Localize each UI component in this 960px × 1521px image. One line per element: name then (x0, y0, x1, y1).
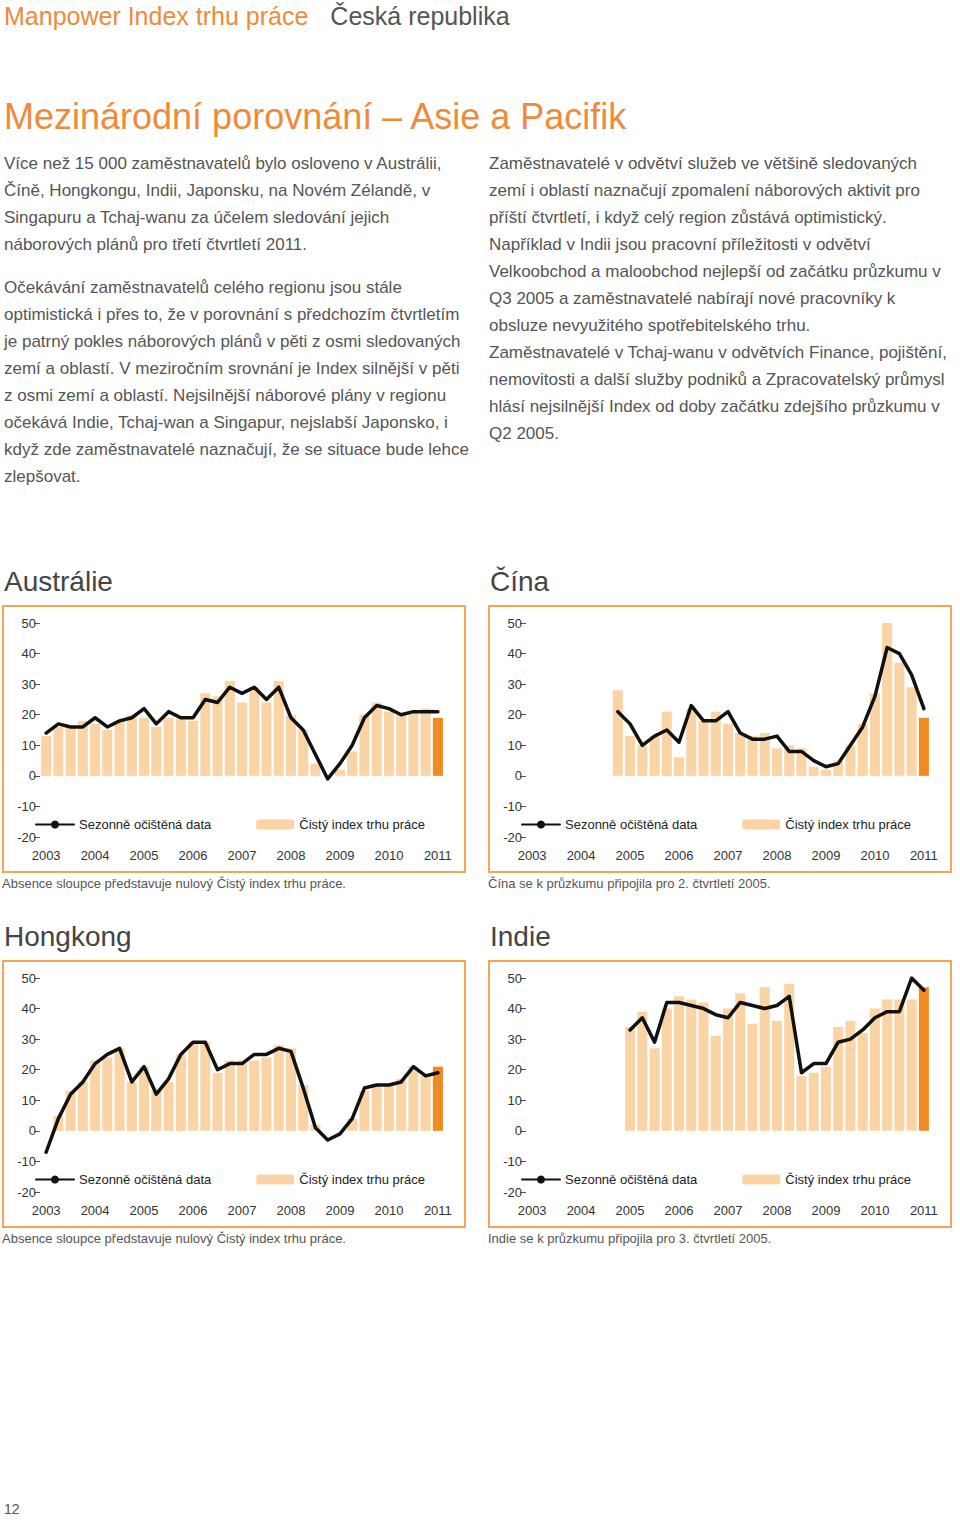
svg-text:-20: -20 (503, 830, 522, 845)
html-text:Indie se k průzkumu připojila: Indie se k průzkumu připojila pro 3. čtv… (488, 1231, 772, 1246)
svg-text:0: 0 (515, 768, 522, 783)
svg-text:-20: -20 (503, 1185, 522, 1200)
svg-text:2008: 2008 (277, 1203, 306, 1218)
html-text:Absence sloupce představuje nu: Absence sloupce představuje nulový Čistý… (2, 876, 346, 891)
html-text:Čína se k průzkumu připojila p: Čína se k průzkumu připojila pro 2. čtvr… (488, 876, 771, 891)
svg-text:Sezonně očištěná data: Sezonně očištěná data (79, 817, 212, 832)
svg-text:2007: 2007 (714, 848, 743, 863)
html-text:Čína: Čína (490, 566, 550, 597)
svg-text:50: 50 (508, 971, 522, 986)
svg-text:2009: 2009 (811, 1203, 840, 1218)
svg-text:Sezonně očištěná data: Sezonně očištěná data (79, 1172, 212, 1187)
svg-text:20: 20 (22, 1062, 36, 1077)
svg-text:2011: 2011 (424, 1203, 452, 1218)
svg-text:2008: 2008 (763, 1203, 792, 1218)
svg-text:50: 50 (508, 616, 522, 631)
html-text:Manpower Index trhu práce: Manpower Index trhu práce (4, 2, 309, 30)
svg-text:Čistý index trhu práce: Čistý index trhu práce (299, 1172, 425, 1187)
svg-text:Čistý index trhu práce: Čistý index trhu práce (299, 817, 425, 832)
svg-text:10: 10 (508, 738, 522, 753)
svg-text:2006: 2006 (179, 1203, 208, 1218)
svg-text:10: 10 (508, 1093, 522, 1108)
svg-text:0: 0 (29, 1123, 36, 1138)
svg-text:2010: 2010 (860, 848, 889, 863)
svg-text:0: 0 (515, 1123, 522, 1138)
svg-text:2007: 2007 (228, 848, 257, 863)
svg-text:20: 20 (508, 707, 522, 722)
svg-text:2011: 2011 (910, 1203, 938, 1218)
svg-text:40: 40 (508, 646, 522, 661)
svg-text:10: 10 (22, 738, 36, 753)
svg-text:2005: 2005 (130, 848, 159, 863)
svg-text:2011: 2011 (424, 848, 452, 863)
svg-text:-20: -20 (17, 830, 36, 845)
html-text:Česká republika: Česká republika (330, 2, 510, 30)
svg-text:Čistý index trhu práce: Čistý index trhu práce (785, 1172, 911, 1187)
svg-text:Sezonně očištěná data: Sezonně očištěná data (565, 1172, 698, 1187)
svg-text:-10: -10 (17, 1154, 36, 1169)
svg-text:20: 20 (508, 1062, 522, 1077)
svg-text:30: 30 (22, 1032, 36, 1047)
svg-text:30: 30 (508, 1032, 522, 1047)
svg-text:2003: 2003 (518, 1203, 547, 1218)
html-text:Více než 15 000 zaměstnavatelů: Více než 15 000 zaměstnavatelů bylo oslo… (4, 154, 442, 254)
svg-text:2005: 2005 (616, 1203, 645, 1218)
svg-text:2006: 2006 (665, 848, 694, 863)
svg-text:40: 40 (22, 1001, 36, 1016)
html-text:Zaměstnavatelé v odvětví služe: Zaměstnavatelé v odvětví služeb ve větši… (489, 154, 920, 227)
svg-text:-10: -10 (503, 799, 522, 814)
svg-text:-10: -10 (17, 799, 36, 814)
svg-text:30: 30 (22, 677, 36, 692)
svg-text:50: 50 (22, 616, 36, 631)
svg-text:20: 20 (22, 707, 36, 722)
svg-text:Čistý index trhu práce: Čistý index trhu práce (785, 817, 911, 832)
html-text:Očekávání zaměstnavatelů celéh: Očekávání zaměstnavatelů celého regionu … (4, 278, 469, 486)
svg-text:2007: 2007 (228, 1203, 257, 1218)
svg-text:30: 30 (508, 677, 522, 692)
html-text:Absence sloupce představuje nu: Absence sloupce představuje nulový Čistý… (2, 1231, 346, 1246)
svg-text:2010: 2010 (374, 1203, 403, 1218)
svg-text:40: 40 (22, 646, 36, 661)
svg-text:-10: -10 (503, 1154, 522, 1169)
svg-text:2004: 2004 (567, 848, 596, 863)
html-text:Mezinárodní porovnání – Asie a: Mezinárodní porovnání – Asie a Pacifik (4, 96, 627, 137)
svg-text:50: 50 (22, 971, 36, 986)
svg-text:2009: 2009 (325, 1203, 354, 1218)
svg-text:2007: 2007 (714, 1203, 743, 1218)
svg-text:2009: 2009 (325, 848, 354, 863)
svg-text:2003: 2003 (518, 848, 547, 863)
html-text:12: 12 (4, 1501, 20, 1517)
svg-text:2006: 2006 (665, 1203, 694, 1218)
svg-text:2010: 2010 (374, 848, 403, 863)
svg-text:40: 40 (508, 1001, 522, 1016)
svg-text:2003: 2003 (32, 1203, 61, 1218)
svg-text:2006: 2006 (179, 848, 208, 863)
html-text:Hongkong: Hongkong (4, 921, 132, 952)
svg-text:2004: 2004 (81, 848, 110, 863)
html-text:Zaměstnavatelé v Tchaj-wanu v: Zaměstnavatelé v Tchaj-wanu v odvětvích … (489, 343, 947, 443)
svg-text:2003: 2003 (32, 848, 61, 863)
svg-text:2004: 2004 (567, 1203, 596, 1218)
svg-text:2005: 2005 (616, 848, 645, 863)
html-text:Například v Indii jsou pracovn: Například v Indii jsou pracovní příležit… (489, 235, 941, 335)
svg-text:2010: 2010 (860, 1203, 889, 1218)
svg-text:2004: 2004 (81, 1203, 110, 1218)
svg-text:Sezonně očištěná data: Sezonně očištěná data (565, 817, 698, 832)
svg-text:0: 0 (29, 768, 36, 783)
svg-text:2009: 2009 (811, 848, 840, 863)
html-text:Indie: Indie (490, 921, 551, 952)
svg-text:2008: 2008 (763, 848, 792, 863)
svg-text:-20: -20 (17, 1185, 36, 1200)
svg-text:10: 10 (22, 1093, 36, 1108)
svg-text:2008: 2008 (277, 848, 306, 863)
svg-text:2011: 2011 (910, 848, 938, 863)
svg-text:2005: 2005 (130, 1203, 159, 1218)
html-text:Austrálie: Austrálie (4, 566, 113, 597)
